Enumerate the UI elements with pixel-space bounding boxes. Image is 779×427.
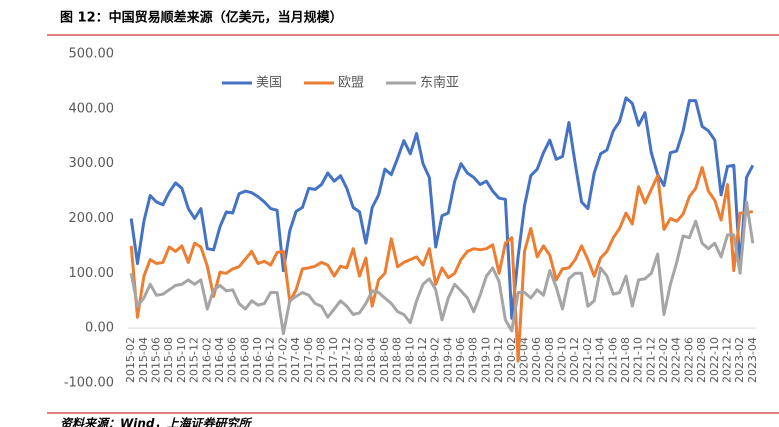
- x-tick-label: 2019-06: [454, 337, 467, 383]
- x-tick-label: 2021-02: [581, 337, 594, 383]
- x-tick-label: 2016-04: [213, 337, 226, 383]
- x-tick-label: 2018-08: [391, 337, 404, 383]
- x-tick-label: 2018-02: [353, 337, 366, 383]
- x-tick-label: 2021-12: [644, 337, 657, 383]
- x-tick-label: 2022-08: [695, 337, 708, 383]
- x-tick-label: 2017-06: [302, 337, 315, 383]
- legend-label: 东南亚: [420, 75, 459, 91]
- x-tick-label: 2019-10: [479, 337, 492, 383]
- x-tick-label: 2019-04: [441, 337, 454, 383]
- x-tick-label: 2022-02: [657, 337, 670, 383]
- series-line: [129, 166, 754, 363]
- x-tick-label: 2018-04: [365, 337, 378, 383]
- x-tick-label: 2015-04: [137, 337, 150, 383]
- x-tick-label: 2017-10: [327, 337, 340, 383]
- x-tick-label: 2020-02: [505, 337, 518, 383]
- chart-title: 图 12：中国贸易顺差来源（亿美元，当月规模）: [60, 10, 343, 26]
- series-line: [129, 96, 755, 320]
- x-tick-label: 2018-10: [403, 337, 416, 383]
- y-tick-label: 100.00: [69, 266, 115, 281]
- y-tick-label: 300.00: [69, 156, 115, 171]
- x-tick-label: 2023-02: [733, 337, 746, 383]
- x-tick-label: 2015-08: [162, 337, 175, 383]
- x-tick-label: 2020-12: [568, 337, 581, 383]
- x-tick-label: 2022-12: [720, 337, 733, 383]
- y-tick-label: 200.00: [69, 211, 115, 226]
- x-tick-label: 2016-06: [226, 337, 239, 383]
- x-tick-label: 2016-10: [251, 337, 264, 383]
- x-tick-label: 2019-12: [492, 337, 505, 383]
- x-tick-label: 2017-04: [289, 337, 302, 383]
- x-tick-label: 2021-04: [594, 337, 607, 383]
- x-tick-label: 2023-04: [746, 337, 759, 383]
- x-tick-label: 2020-08: [543, 337, 556, 383]
- x-tick-label: 2017-08: [314, 337, 327, 383]
- x-tick-label: 2015-10: [175, 337, 188, 383]
- x-tick-label: 2016-08: [238, 337, 251, 383]
- source: 资料来源：Wind，上海证券研究所: [60, 417, 252, 427]
- x-tick-label: 2022-04: [670, 337, 683, 383]
- x-tick-label: 2020-04: [517, 337, 530, 383]
- x-tick-label: 2021-06: [606, 337, 619, 383]
- x-tick-label: 2022-10: [708, 337, 721, 383]
- y-tick-label: -100.00: [64, 376, 114, 391]
- x-tick-label: 2015-02: [124, 337, 137, 383]
- x-tick-label: 2019-02: [429, 337, 442, 383]
- x-tick-label: 2022-06: [682, 337, 695, 383]
- y-tick-label: 400.00: [69, 101, 115, 116]
- series-line: [129, 200, 755, 336]
- x-tick-label: 2019-08: [467, 337, 480, 383]
- x-tick-label: 2017-12: [340, 337, 353, 383]
- y-tick-label: 0.00: [85, 321, 114, 336]
- legend-label: 美国: [256, 76, 282, 91]
- x-tick-label: 2021-08: [619, 337, 632, 383]
- x-tick-label: 2020-06: [530, 337, 543, 383]
- x-tick-label: 2015-12: [188, 337, 201, 383]
- x-tick-label: 2016-02: [200, 337, 213, 383]
- x-tick-label: 2018-06: [378, 337, 391, 383]
- legend-label: 欧盟: [338, 76, 364, 91]
- x-tick-label: 2020-10: [556, 337, 569, 383]
- x-tick-label: 2015-06: [150, 337, 163, 383]
- x-tick-label: 2017-02: [276, 337, 289, 383]
- x-tick-label: 2021-10: [632, 337, 645, 383]
- x-tick-label: 2018-12: [416, 337, 429, 383]
- y-tick-label: 500.00: [69, 47, 115, 62]
- x-tick-label: 2016-12: [264, 337, 277, 383]
